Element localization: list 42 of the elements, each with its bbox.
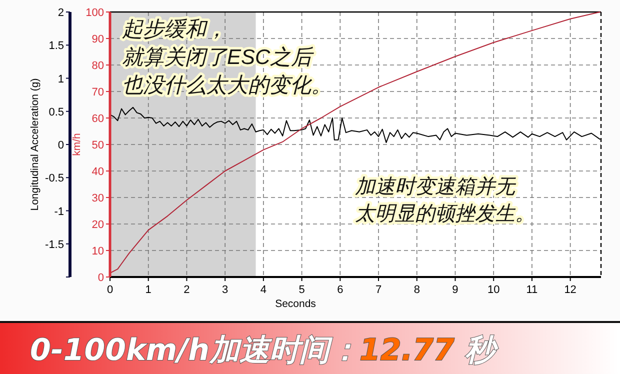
y2-tick-label: 70 — [92, 86, 104, 98]
x-tick-label: 0 — [106, 284, 114, 296]
text: 0-100km/h加速时间：12.77 秒 — [30, 333, 499, 368]
y2-tick-label: 50 — [92, 140, 104, 152]
x-tick-label: 10 — [487, 284, 500, 296]
x-axis-title: Seconds — [275, 298, 316, 310]
x-tick-label: 9 — [452, 284, 458, 296]
y-tick-label: 2 — [58, 7, 64, 19]
y-tick-label: 0.5 — [48, 106, 64, 118]
annotation: 也没什么太大的变化。 — [122, 74, 332, 97]
x-tick-label: 6 — [337, 284, 344, 296]
annotation: 就算关闭了ESC之后 — [122, 46, 314, 69]
y2-tick-label: 80 — [92, 60, 104, 72]
y2-tick-label: 90 — [92, 34, 104, 46]
y-tick-label: -0.5 — [45, 172, 64, 185]
y2-tick-label: 40 — [92, 166, 104, 178]
y-axis-title: Longitudinal Acceleration (g) — [29, 78, 41, 211]
y-tick-label: -1 — [54, 206, 64, 218]
line-series — [110, 12, 600, 274]
y2-tick-label: 30 — [92, 192, 104, 204]
y2-tick-label: 60 — [92, 113, 104, 125]
y2-tick-label: 100 — [86, 7, 104, 19]
y2-tick-label: 10 — [92, 246, 104, 258]
x-tick-label: 2 — [184, 284, 190, 296]
y2-tick-label: 20 — [92, 219, 104, 231]
y2-axis-title: km/h — [71, 132, 83, 156]
x-tick-label: 8 — [414, 284, 420, 296]
x-tick-label: 3 — [222, 284, 228, 296]
y2-tick-label: 0 — [98, 272, 104, 284]
annotation: 加速时变速箱并无 — [355, 176, 517, 198]
x-tick-label: 11 — [526, 284, 538, 296]
y-tick-label: 1.5 — [48, 40, 64, 52]
annotation: 太明显的顿挫发生。 — [355, 203, 535, 225]
x-tick-label: 7 — [375, 284, 382, 296]
x-tick-label: 1 — [145, 284, 152, 296]
annotation: 起步缓和， — [122, 18, 227, 41]
y-tick-label: 0 — [58, 140, 64, 152]
y-tick-label: 1 — [58, 73, 64, 86]
x-tick-label: 12 — [564, 284, 576, 296]
x-tick-label: 5 — [298, 284, 305, 296]
y-tick-label: -1.5 — [45, 238, 64, 251]
x-tick-label: 4 — [260, 284, 266, 296]
